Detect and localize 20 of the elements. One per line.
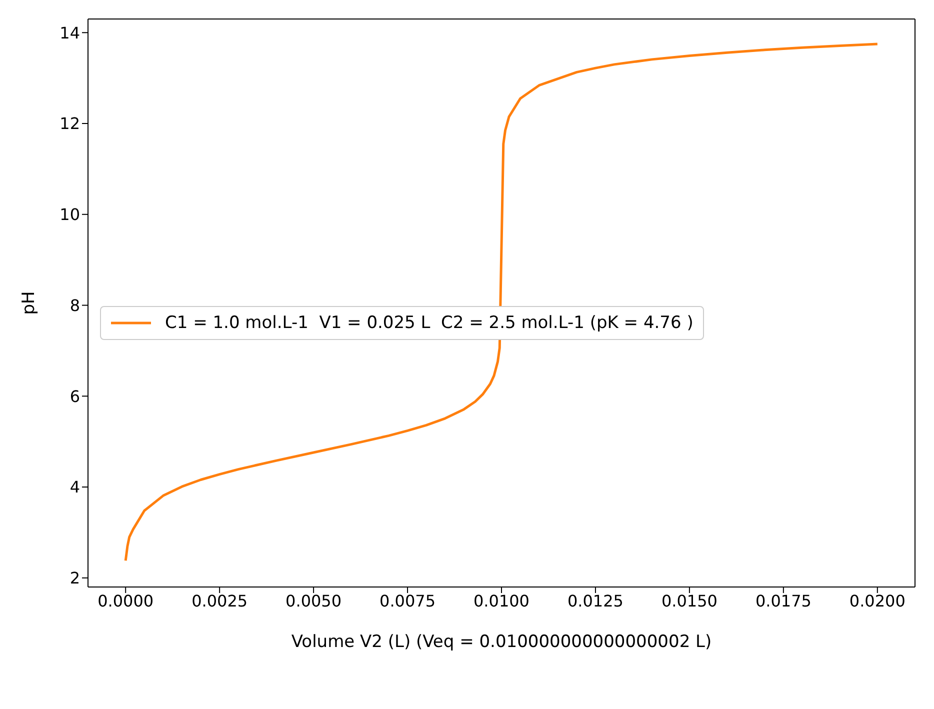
x-tick-label: 0.0025 (192, 591, 248, 610)
y-tick-label: 2 (70, 568, 80, 588)
x-tick-label: 0.0100 (474, 591, 530, 610)
x-tick-label: 0.0200 (849, 591, 906, 610)
x-tick-label: 0.0125 (567, 591, 624, 610)
x-tick-label: 0.0150 (661, 591, 718, 610)
x-tick-label: 0.0050 (286, 591, 342, 610)
x-tick-label: 0.0075 (380, 591, 436, 610)
y-tick-label: 6 (70, 386, 80, 406)
y-tick-label: 12 (60, 114, 80, 134)
x-tick-label: 0.0175 (755, 591, 812, 610)
y-tick-label: 8 (70, 296, 80, 315)
y-tick-label: 4 (70, 478, 80, 497)
y-tick-label: 10 (60, 205, 80, 224)
y-tick-label: 14 (60, 23, 80, 42)
x-tick-label: 0.0000 (98, 591, 154, 610)
line-series (124, 42, 879, 562)
x-axis-title: Volume V2 (L) (Veq = 0.010000000000000002 L) (291, 632, 712, 652)
y-axis-title: pH (19, 291, 40, 315)
legend-label: C1 = 1.0 mol.L-1 V1 = 0.025 L C2 = 2.5 mol.L-1 (pK = 4.76 ) (165, 312, 694, 332)
